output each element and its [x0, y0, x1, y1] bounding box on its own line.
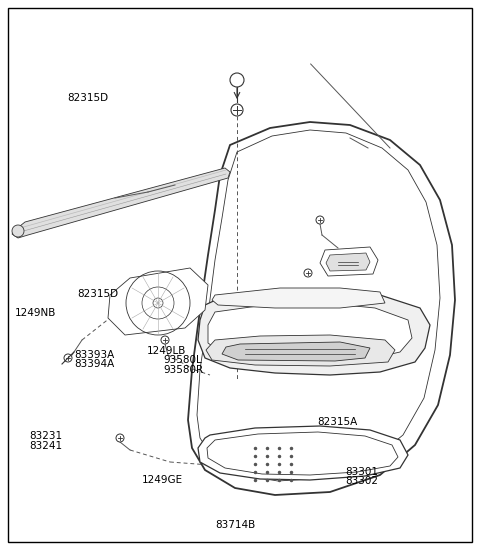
- Polygon shape: [208, 303, 412, 362]
- Text: 82315D: 82315D: [67, 93, 108, 103]
- Polygon shape: [108, 268, 208, 335]
- Text: 82315D: 82315D: [77, 289, 118, 299]
- Polygon shape: [222, 342, 370, 361]
- Circle shape: [64, 354, 72, 362]
- Text: 83394A: 83394A: [74, 359, 115, 369]
- Polygon shape: [188, 122, 455, 495]
- Polygon shape: [320, 247, 378, 276]
- Circle shape: [230, 73, 244, 87]
- Circle shape: [161, 336, 169, 344]
- Circle shape: [12, 225, 24, 237]
- Text: 1249LB: 1249LB: [146, 346, 186, 356]
- Text: 83241: 83241: [29, 441, 62, 450]
- Circle shape: [304, 269, 312, 277]
- Polygon shape: [198, 290, 430, 375]
- Text: 83231: 83231: [29, 431, 62, 441]
- Polygon shape: [12, 168, 230, 238]
- Text: 83302: 83302: [346, 476, 379, 486]
- Text: 1249NB: 1249NB: [14, 309, 56, 318]
- Text: 1249GE: 1249GE: [142, 475, 183, 485]
- Polygon shape: [326, 253, 370, 271]
- Text: 82315A: 82315A: [317, 417, 357, 427]
- Polygon shape: [212, 288, 385, 308]
- Text: 83393A: 83393A: [74, 350, 115, 360]
- Polygon shape: [198, 426, 408, 480]
- Text: 93580L: 93580L: [163, 355, 202, 365]
- Circle shape: [316, 216, 324, 224]
- Text: 83714B: 83714B: [215, 520, 255, 530]
- Circle shape: [116, 434, 124, 442]
- Polygon shape: [206, 335, 395, 366]
- Text: 83301: 83301: [346, 467, 379, 477]
- Text: 93580R: 93580R: [163, 365, 204, 375]
- Circle shape: [231, 104, 243, 116]
